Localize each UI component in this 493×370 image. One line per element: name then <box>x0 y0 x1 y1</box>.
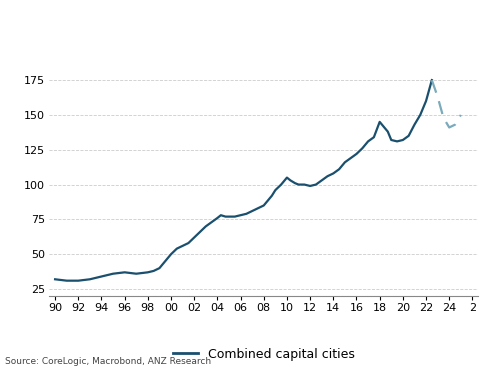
Legend: Combined capital cities: Combined capital cities <box>168 343 360 366</box>
Text: Source: CoreLogic, Macrobond, ANZ Research: Source: CoreLogic, Macrobond, ANZ Resear… <box>5 357 211 366</box>
Text: Housing price forecasts: Housing price forecasts <box>127 15 366 33</box>
